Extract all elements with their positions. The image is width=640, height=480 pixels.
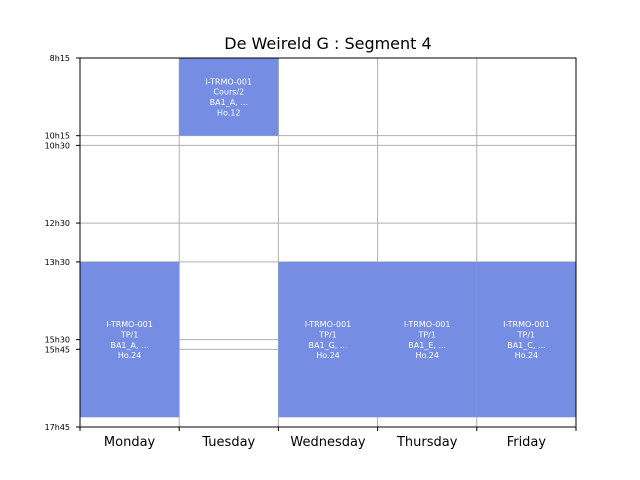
event-label-line: Ho.24 <box>415 351 439 360</box>
event-label-line: I-TRMO-001 <box>206 77 253 86</box>
y-tick-label: 10h15 <box>45 132 70 141</box>
y-tick-label: 15h30 <box>45 336 70 345</box>
event-label-line: Ho.24 <box>316 351 340 360</box>
x-tick-label: Monday <box>104 435 156 450</box>
event-label-line: I-TRMO-001 <box>404 320 451 329</box>
y-tick-label: 10h30 <box>45 141 70 150</box>
event-rect <box>476 261 576 418</box>
chart-title: De Weireld G : Segment 4 <box>224 34 431 53</box>
event-rect <box>80 261 180 418</box>
event-label-line: BA1_C, ... <box>507 341 545 350</box>
event-label-line: TP/1 <box>318 330 337 339</box>
event-label-line: TP/1 <box>517 330 536 339</box>
event-label-line: Cours/2 <box>213 88 244 97</box>
y-tick-label: 13h30 <box>45 258 70 267</box>
event-label-line: I-TRMO-001 <box>503 320 550 329</box>
event-label-line: Ho.12 <box>217 108 241 117</box>
event-label-line: I-TRMO-001 <box>305 320 352 329</box>
plot-frame <box>79 57 577 428</box>
event-rect <box>278 261 378 418</box>
event-label-line: BA1_G, ... <box>309 341 348 350</box>
x-tick-label: Wednesday <box>290 435 366 450</box>
event-label-line: BA1_A, ... <box>110 341 148 350</box>
y-tick-label: 17h45 <box>45 423 70 432</box>
event-label-line: I-TRMO-001 <box>106 320 153 329</box>
event-label-line: BA1_E, ... <box>408 341 446 350</box>
x-tick-label: Friday <box>507 435 547 450</box>
event-rect <box>179 58 279 136</box>
x-tick-label: Tuesday <box>201 435 255 450</box>
event-label-line: BA1_A, ... <box>210 98 248 107</box>
y-tick-label: 15h45 <box>45 345 70 354</box>
event-label-line: Ho.24 <box>515 351 539 360</box>
event-rect <box>377 261 477 418</box>
event-label-line: TP/1 <box>417 330 436 339</box>
y-tick-label: 12h30 <box>45 219 70 228</box>
y-tick-label: 8h15 <box>50 54 70 63</box>
event-label-line: Ho.24 <box>118 351 142 360</box>
event-label-line: TP/1 <box>120 330 139 339</box>
x-axis: Monday Tuesday Wednesday Thursday Friday <box>79 427 577 450</box>
x-tick-label: Thursday <box>396 435 458 450</box>
